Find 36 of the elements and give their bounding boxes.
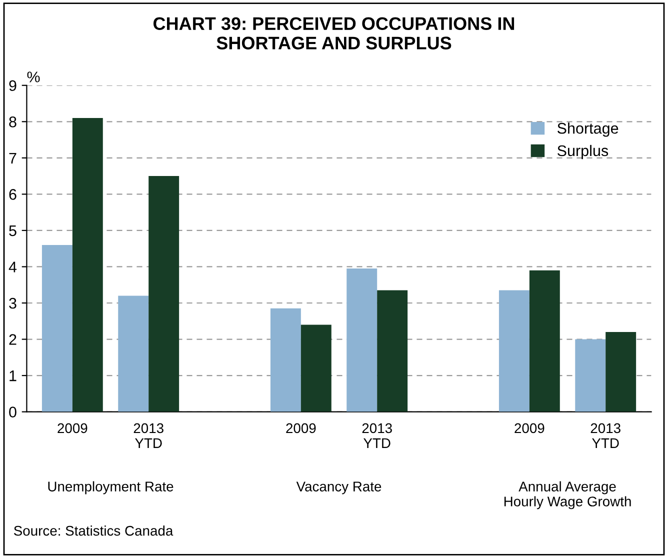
y-tick-label: 0 xyxy=(9,406,16,418)
bar xyxy=(118,296,149,412)
x-tick-label: 2009 xyxy=(286,423,316,434)
bar xyxy=(529,270,560,412)
y-tick-label: 1 xyxy=(10,370,16,382)
x-tick-label: 2009 xyxy=(58,423,88,434)
bar xyxy=(346,268,378,412)
x-tick-label: 2009 xyxy=(514,423,544,434)
bar xyxy=(148,176,180,412)
y-tick-label: 3 xyxy=(9,298,16,309)
bar xyxy=(42,244,72,412)
bar xyxy=(498,290,530,412)
y-axis-title: % xyxy=(27,72,40,82)
legend-label: Shortage xyxy=(558,122,618,137)
chart-title: CHART 39: PERCEIVED OCCUPATIONS IN SHORTAGE AND SURPLUS xyxy=(153,17,514,50)
source-note: Source: Statistics Canada xyxy=(14,526,174,536)
y-tick-label: 8 xyxy=(9,116,16,128)
y-tick-label: 4 xyxy=(8,262,17,272)
y-tick-label: 2 xyxy=(9,334,16,345)
x-tick-label: 2013 YTD xyxy=(590,423,620,448)
text: Vacancy Rate xyxy=(296,482,382,494)
legend-label: Surplus xyxy=(558,144,608,160)
y-tick-label: 7 xyxy=(9,152,16,164)
y-tick-label: 5 xyxy=(9,225,16,236)
bar xyxy=(300,324,332,412)
y-tick-label: 9 xyxy=(9,80,16,92)
text: Annual Average Hourly Wage Growth xyxy=(504,481,631,510)
bar xyxy=(377,290,408,412)
x-tick-label: 2013 YTD xyxy=(362,423,392,448)
x-tick-label: 2013 YTD xyxy=(134,423,164,448)
bar xyxy=(606,332,636,412)
bar xyxy=(575,339,606,412)
bar xyxy=(72,118,103,412)
text: Unemployment Rate xyxy=(48,481,174,494)
bar xyxy=(270,308,301,412)
y-tick-label: 6 xyxy=(9,189,16,200)
